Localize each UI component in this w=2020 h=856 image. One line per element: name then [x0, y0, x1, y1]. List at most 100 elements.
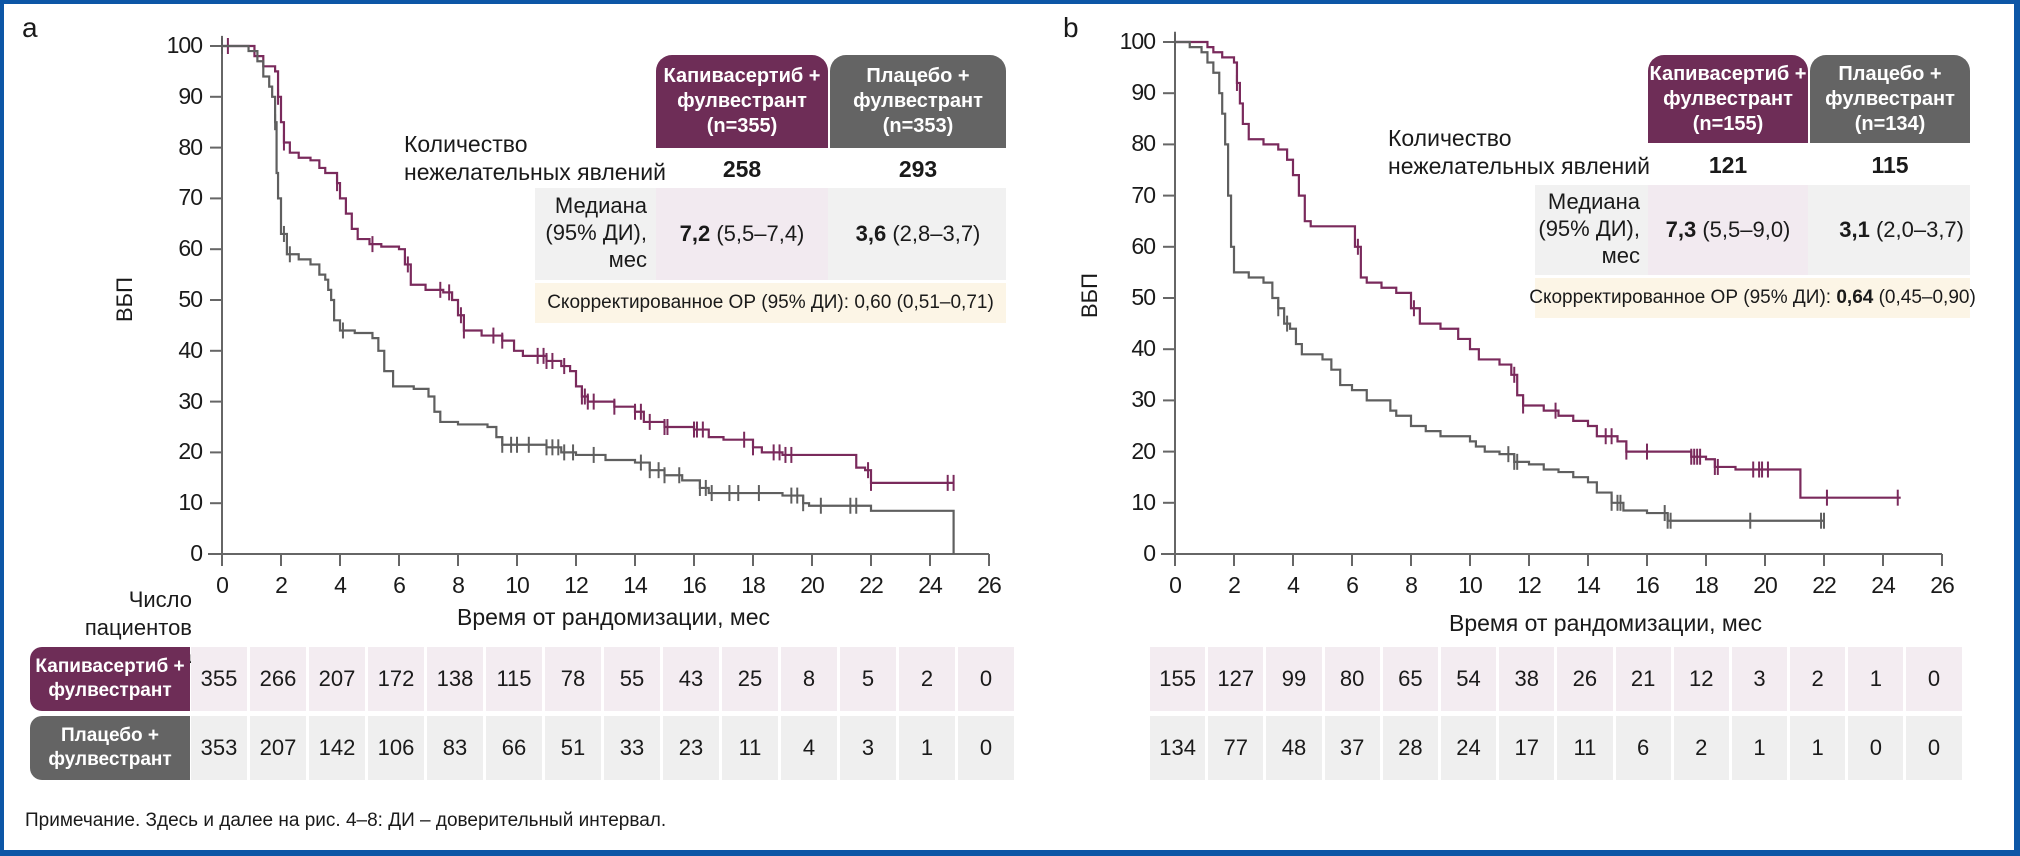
- header-n: (n=355): [706, 115, 778, 137]
- risk-cell: 0: [1906, 647, 1965, 711]
- risk-cell: 1: [1731, 716, 1791, 780]
- panel-b-series-placebo-line: [1175, 40, 1824, 522]
- risk-cell: 1: [1790, 716, 1849, 780]
- risk-cell: 172: [368, 647, 427, 711]
- panel-a-x-tick-label: 16: [682, 572, 707, 598]
- risk-cell: 6: [1615, 716, 1674, 780]
- risk-cell: 28: [1382, 716, 1441, 780]
- panel-b-y-tick-label: 60: [1131, 232, 1156, 259]
- risk-cell: 51: [545, 716, 604, 780]
- panel-b-x-tick-label: 2: [1228, 572, 1241, 598]
- panel-a-letter: a: [22, 12, 38, 43]
- risk-cell: 207: [309, 647, 368, 711]
- hr-ci: (0,45–0,90): [1878, 287, 1976, 308]
- risk-cell: 24: [1440, 716, 1500, 780]
- header-n: (n=353): [882, 115, 954, 137]
- header-line: Капивасертиб +: [1649, 62, 1807, 85]
- panel-b-x-tick-label: 12: [1517, 572, 1542, 598]
- panel-b-y-tick-label: 90: [1131, 79, 1156, 106]
- risk-cell: 17: [1499, 716, 1558, 780]
- panel-a-x-tick-label: 14: [623, 572, 648, 598]
- risk-label-placebo: Плацебо + фулвестрант: [30, 716, 190, 780]
- risk-cell: 5: [840, 647, 899, 711]
- header-n: (n=134): [1854, 112, 1926, 135]
- risk-label-line: Плацебо +: [60, 725, 159, 746]
- median-label-line: мес: [1601, 243, 1640, 268]
- panel-b-risk-table: 155 127 99 80 65 54 38 26 21 12 3 2 1 0 134 77 48 37 28 24 1…: [1150, 647, 1965, 785]
- risk-cell: 355: [191, 647, 250, 711]
- panel-b-x-tick-label: 24: [1871, 572, 1896, 598]
- risk-cell: 3: [1731, 647, 1791, 711]
- risk-cell: 26: [1557, 647, 1616, 711]
- risk-cell: 23: [663, 716, 722, 780]
- header-line: Плацебо +: [1838, 62, 1942, 85]
- panel-b-risk-row-placebo: 134 77 48 37 28 24 17 11 6 2 1 1 0 0: [1150, 716, 1965, 780]
- risk-cell: 127: [1208, 647, 1267, 711]
- risk-cell: 353: [191, 716, 250, 780]
- risk-cell: 25: [722, 647, 781, 711]
- panel-b-letter: b: [1063, 12, 1079, 43]
- risk-cell: 99: [1266, 647, 1325, 711]
- panel-a-x-tick-label: 6: [393, 572, 406, 598]
- panel-b-y-tick-label: 30: [1131, 386, 1156, 413]
- panel-b-x-tick-label: 18: [1694, 572, 1719, 598]
- panel-a-x-tick-label: 22: [859, 572, 884, 598]
- risk-cell: 106: [368, 716, 427, 780]
- panel-a-x-tick-label: 26: [977, 572, 1002, 598]
- panel-b-y-tick-label: 0: [1143, 540, 1156, 566]
- median-label-line: (95% ДИ),: [1538, 216, 1640, 241]
- risk-cell: 83: [427, 716, 486, 780]
- panel-b-header-capivasertib: Капивасертиб + фулвестрант (n=155): [1648, 55, 1808, 143]
- panel-a-x-tick-label: 0: [216, 572, 229, 598]
- panel-b-y-tick-label: 80: [1131, 130, 1156, 157]
- header-line: фулвестрант: [853, 90, 983, 112]
- panel-a-median-placebo: 3,6 (2,8–3,7): [830, 188, 1006, 280]
- panel-b-median-capivasertib: 7,3 (5,5–9,0): [1648, 185, 1808, 275]
- risk-title-line: Число пациентов: [84, 587, 192, 640]
- median-value: 7,3: [1665, 217, 1697, 242]
- risk-cell: 0: [1848, 716, 1907, 780]
- panel-b-events-label: Количество нежелательных явлений: [1388, 124, 1650, 180]
- panel-a-events-label: Количество нежелательных явлений: [404, 130, 666, 186]
- panel-b-x-tick-label: 26: [1930, 572, 1955, 598]
- panel-a-y-tick-label: 50: [178, 286, 203, 312]
- risk-cell: 78: [545, 647, 604, 711]
- panel-a-x-tick-label: 8: [452, 572, 465, 598]
- panel-b-x-tick-label: 8: [1405, 572, 1418, 598]
- panel-a-y-tick-label: 20: [178, 438, 203, 465]
- risk-cell: 207: [250, 716, 309, 780]
- hr-label: Скорректированное ОР (95% ДИ):: [547, 292, 850, 313]
- header-n: (n=155): [1692, 112, 1764, 135]
- panel-a-y-tick-label: 40: [178, 336, 203, 363]
- panel-b-median-label: Медиана (95% ДИ), мес: [1535, 188, 1640, 269]
- risk-cell: 1: [1848, 647, 1907, 711]
- panel-a-x-tick-label: 12: [564, 572, 589, 598]
- hr-label: Скорректированное ОР (95% ДИ):: [1529, 287, 1832, 308]
- risk-cell: 115: [486, 647, 545, 711]
- header-line: фулвестрант: [1825, 87, 1955, 110]
- risk-cell: 33: [604, 716, 663, 780]
- panel-a-header-placebo: Плацебо + фулвестрант (n=353): [830, 55, 1006, 148]
- panel-a-x-tick-label: 20: [800, 572, 825, 598]
- median-ci: (5,5–7,4): [716, 221, 805, 246]
- panel-b-y-tick-label: 50: [1131, 284, 1156, 310]
- median-ci: (5,5–9,0): [1702, 217, 1791, 242]
- panel-a-median-label: Медиана (95% ДИ), мес: [535, 192, 647, 273]
- panel-a-median-capivasertib: 7,2 (5,5–7,4): [656, 188, 828, 280]
- panel-b-series-capivasertib-line: [1175, 40, 1901, 499]
- panel-b-median-capivasertib-bg: [1648, 185, 1808, 275]
- median-value: 3,6: [855, 221, 887, 246]
- panel-a-median-capivasertib-bg: [656, 188, 828, 280]
- panel-a-x-tick-label: 2: [275, 572, 288, 598]
- panel-a-risk-row-placebo: 353 207 142 106 83 66 51 33 23 11 4 3 1 0: [191, 716, 1017, 780]
- header-line: Капивасертиб +: [663, 65, 821, 87]
- panel-b-x-tick-label: 22: [1812, 572, 1837, 598]
- panel-a-events-capivasertib: 258: [722, 156, 762, 182]
- median-ci: (2,8–3,7): [892, 221, 981, 246]
- panel-a-y-tick-label: 30: [178, 387, 203, 414]
- panel-b-y-tick-label: 10: [1131, 488, 1156, 515]
- panel-b-events-capivasertib: 121: [1708, 152, 1748, 178]
- panel-a-y-tick-label: 100: [166, 32, 203, 58]
